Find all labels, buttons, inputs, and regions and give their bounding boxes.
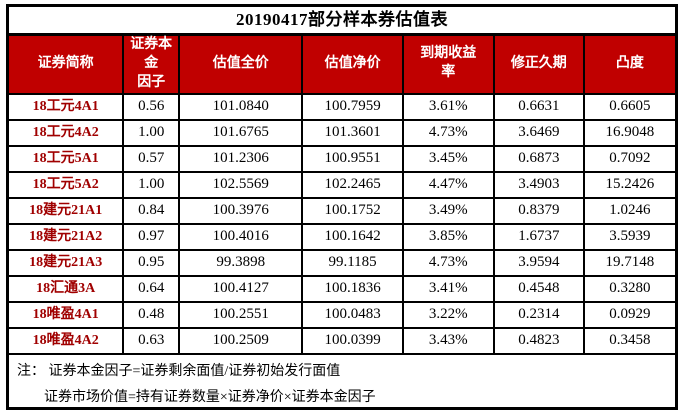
table-row: 18建元21A2 0.97 100.4016 100.1642 3.85% 1.… — [9, 222, 675, 251]
header-cell-security-name: 证券简称 — [9, 36, 125, 95]
footnote-line-2: 证券市场价值=持有证券数量×证券净价×证券本金因子 — [44, 385, 667, 407]
security-name-cell: 18汇通3A — [9, 274, 125, 303]
value-cell: 3.61% — [401, 92, 495, 121]
value-cell: 3.6469 — [492, 118, 585, 147]
value-cell: 1.6737 — [492, 222, 585, 251]
security-name-cell: 18建元21A2 — [9, 222, 125, 251]
table-row: 18工元5A1 0.57 101.2306 100.9551 3.45% 0.6… — [9, 144, 675, 173]
value-cell: 100.2509 — [178, 326, 304, 355]
value-cell: 99.3898 — [178, 248, 304, 277]
security-name-cell: 18建元21A1 — [9, 196, 125, 225]
value-cell: 101.3601 — [301, 118, 404, 147]
header-cell-principal-factor: 证券本金 因子 — [122, 36, 181, 95]
value-cell: 3.85% — [401, 222, 495, 251]
value-cell: 102.5569 — [178, 170, 304, 199]
header-row: 证券简称 证券本金 因子 估值全价 估值净价 到期收益 率 修正久期 凸度 — [9, 36, 675, 95]
security-name-cell: 18工元4A1 — [9, 92, 125, 121]
value-cell: 100.1836 — [301, 274, 404, 303]
value-cell: 100.7959 — [301, 92, 404, 121]
table-row: 18工元4A2 1.00 101.6765 101.3601 4.73% 3.6… — [9, 118, 675, 147]
header-cell-full-price: 估值全价 — [178, 36, 304, 95]
value-cell: 15.2426 — [582, 170, 675, 199]
value-cell: 0.6873 — [492, 144, 585, 173]
table-row: 18唯盈4A2 0.63 100.2509 100.0399 3.43% 0.4… — [9, 326, 675, 355]
value-cell: 3.9594 — [492, 248, 585, 277]
table-row: 18工元4A1 0.56 101.0840 100.7959 3.61% 0.6… — [9, 92, 675, 121]
footnote-formula-2: 证券市场价值=持有证券数量×证券净价×证券本金因子 — [44, 389, 376, 405]
value-cell: 0.57 — [122, 144, 181, 173]
value-cell: 0.97 — [122, 222, 181, 251]
value-cell: 102.2465 — [301, 170, 404, 199]
value-cell: 0.84 — [122, 196, 181, 225]
footnote-line-1: 注： 证券本金因子=证券剩余面值/证券初始发行面值 — [17, 359, 667, 385]
value-cell: 3.41% — [401, 274, 495, 303]
value-cell: 100.0399 — [301, 326, 404, 355]
value-cell: 0.95 — [122, 248, 181, 277]
value-cell: 100.3976 — [178, 196, 304, 225]
value-cell: 99.1185 — [301, 248, 404, 277]
header-cell-yield-to-maturity: 到期收益 率 — [401, 36, 495, 95]
value-cell: 0.64 — [122, 274, 181, 303]
value-cell: 3.45% — [401, 144, 495, 173]
security-name-cell: 18工元4A2 — [9, 118, 125, 147]
value-cell: 0.4823 — [492, 326, 585, 355]
security-name-cell: 18唯盈4A2 — [9, 326, 125, 355]
value-cell: 0.2314 — [492, 300, 585, 329]
table-row: 18汇通3A 0.64 100.4127 100.1836 3.41% 0.45… — [9, 274, 675, 303]
value-cell: 3.43% — [401, 326, 495, 355]
value-cell: 0.8379 — [492, 196, 585, 225]
value-cell: 3.22% — [401, 300, 495, 329]
value-cell: 0.48 — [122, 300, 181, 329]
value-cell: 0.6631 — [492, 92, 585, 121]
value-cell: 3.5939 — [582, 222, 675, 251]
security-name-cell: 18唯盈4A1 — [9, 300, 125, 329]
security-name-cell: 18建元21A3 — [9, 248, 125, 277]
value-cell: 0.3458 — [582, 326, 675, 355]
value-cell: 3.4903 — [492, 170, 585, 199]
value-cell: 0.3280 — [582, 274, 675, 303]
value-cell: 100.9551 — [301, 144, 404, 173]
value-cell: 100.1642 — [301, 222, 404, 251]
value-cell: 0.6605 — [582, 92, 675, 121]
footnote-formula-1: 证券本金因子=证券剩余面值/证券初始发行面值 — [48, 363, 341, 379]
value-cell: 16.9048 — [582, 118, 675, 147]
value-cell: 3.49% — [401, 196, 495, 225]
value-cell: 4.73% — [401, 248, 495, 277]
value-cell: 100.0483 — [301, 300, 404, 329]
value-cell: 0.4548 — [492, 274, 585, 303]
header-cell-net-price: 估值净价 — [301, 36, 404, 95]
header-cell-modified-duration: 修正久期 — [492, 36, 585, 95]
value-cell: 0.56 — [122, 92, 181, 121]
value-cell: 4.47% — [401, 170, 495, 199]
table-row: 18唯盈4A1 0.48 100.2551 100.0483 3.22% 0.2… — [9, 300, 675, 329]
value-cell: 1.00 — [122, 118, 181, 147]
value-cell: 4.73% — [401, 118, 495, 147]
table-row: 18工元5A2 1.00 102.5569 102.2465 4.47% 3.4… — [9, 170, 675, 199]
value-cell: 1.00 — [122, 170, 181, 199]
footnote-prefix: 注： — [17, 363, 45, 379]
value-cell: 0.63 — [122, 326, 181, 355]
valuation-table-frame: 20190417部分样本券估值表 证券简称 证券本金 因子 估值全价 估值净价 … — [6, 4, 678, 410]
footnotes: 注： 证券本金因子=证券剩余面值/证券初始发行面值 证券市场价值=持有证券数量×… — [9, 355, 675, 407]
header-cell-convexity: 凸度 — [582, 36, 675, 95]
table-row: 18建元21A1 0.84 100.3976 100.1752 3.49% 0.… — [9, 196, 675, 225]
value-cell: 19.7148 — [582, 248, 675, 277]
security-name-cell: 18工元5A2 — [9, 170, 125, 199]
value-cell: 0.0929 — [582, 300, 675, 329]
value-cell: 101.6765 — [178, 118, 304, 147]
value-cell: 100.2551 — [178, 300, 304, 329]
table-title: 20190417部分样本券估值表 — [9, 7, 675, 36]
security-name-cell: 18工元5A1 — [9, 144, 125, 173]
value-cell: 0.7092 — [582, 144, 675, 173]
value-cell: 100.4016 — [178, 222, 304, 251]
table-row: 18建元21A3 0.95 99.3898 99.1185 4.73% 3.95… — [9, 248, 675, 277]
value-cell: 100.1752 — [301, 196, 404, 225]
value-cell: 101.2306 — [178, 144, 304, 173]
value-cell: 101.0840 — [178, 92, 304, 121]
value-cell: 1.0246 — [582, 196, 675, 225]
value-cell: 100.4127 — [178, 274, 304, 303]
valuation-table: 证券简称 证券本金 因子 估值全价 估值净价 到期收益 率 修正久期 凸度 18… — [9, 36, 675, 355]
